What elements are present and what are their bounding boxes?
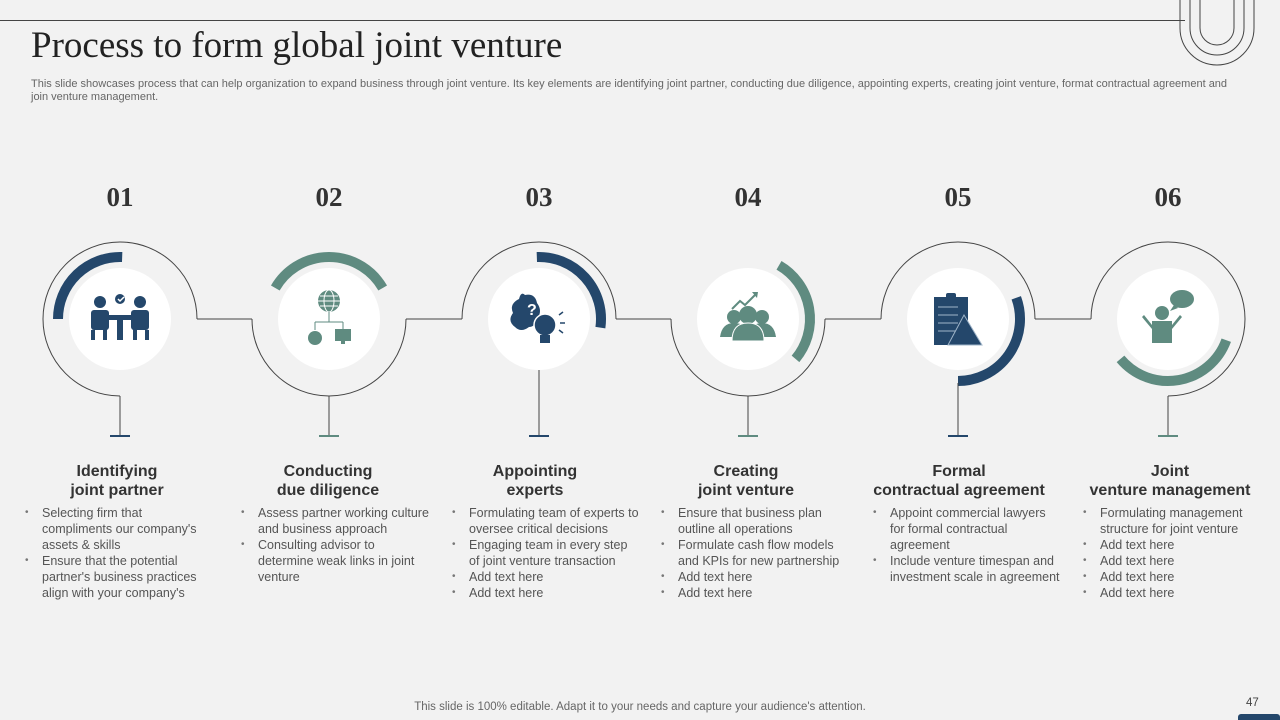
step-heading-line1: Appointing	[492, 463, 578, 480]
top-divider	[0, 20, 1185, 21]
bullet-item: Ensure that the potential partner's busi…	[25, 553, 214, 601]
step-heading-line2: joint partner	[70, 482, 164, 499]
step-heading-line1: Identifying	[76, 463, 158, 480]
bullet-item: Add text here	[1083, 537, 1272, 553]
page-title: Process to form global joint venture	[31, 25, 563, 66]
bullet-item: Appoint commercial lawyers for formal co…	[873, 505, 1062, 553]
step-bullets: Appoint commercial lawyers for formal co…	[872, 505, 1062, 585]
speaking-person-icon	[1142, 290, 1194, 343]
progress-accent-arc	[1116, 338, 1231, 386]
step-heading-line1: Joint	[1150, 463, 1190, 480]
bullet-item: Ensure that business plan outline all op…	[661, 505, 850, 537]
page-number: 47	[1246, 697, 1259, 709]
bullet-item: Include venture timespan and investment …	[873, 553, 1062, 585]
bullet-item: Add text here	[661, 585, 850, 601]
step-heading: Formal contractual agreement	[859, 462, 1059, 500]
step-heading: Creating joint venture	[646, 462, 846, 500]
bullet-item: Formulate cash flow models and KPIs for …	[661, 537, 850, 569]
clipboard-icon	[934, 293, 983, 346]
decorative-loops-icon	[1179, 0, 1255, 66]
step-number: 06	[1154, 182, 1182, 212]
page-indicator-bar	[1238, 714, 1280, 720]
step-heading-line2: venture management	[1089, 482, 1251, 499]
step-heading-line2: contractual agreement	[873, 482, 1045, 499]
footer-note: This slide is 100% editable. Adapt it to…	[414, 701, 866, 713]
bullet-item: Assess partner working culture and busin…	[241, 505, 430, 537]
step-number: 05	[944, 182, 972, 212]
step-heading: Conducting due diligence	[228, 462, 428, 500]
step-number: 02	[315, 182, 343, 212]
bullet-item: Consulting advisor to determine weak lin…	[241, 537, 430, 585]
step-heading-line2: experts	[506, 482, 564, 499]
progress-accent-arc	[53, 252, 123, 320]
bullet-item: Formulating management structure for joi…	[1083, 505, 1272, 537]
step-heading-line1: Creating	[713, 463, 779, 480]
meeting-icon	[91, 294, 149, 340]
page-description: This slide showcases process that can he…	[31, 78, 1228, 103]
step-bullets: Assess partner working culture and busin…	[240, 505, 430, 585]
step-heading-line2: joint venture	[697, 482, 794, 499]
outer-ring-arc	[461, 241, 617, 320]
step-bullets: Formulating team of experts to oversee c…	[451, 505, 641, 601]
progress-accent-arc	[270, 252, 388, 291]
step-bullets: Selecting firm that compliments our comp…	[24, 505, 214, 601]
outer-ring-arc	[880, 241, 1036, 320]
progress-accent-arc	[957, 296, 1025, 386]
progress-accent-arc	[536, 252, 606, 329]
step-bullets: Formulating management structure for joi…	[1082, 505, 1272, 601]
team-growth-icon	[720, 292, 776, 342]
bullet-item: Selecting firm that compliments our comp…	[25, 505, 214, 553]
icon-circle	[1117, 268, 1219, 370]
bullet-item: Add text here	[1083, 585, 1272, 601]
svg-text:?: ?	[527, 302, 537, 319]
bullet-item: Add text here	[452, 585, 641, 601]
bullet-item: Engaging team in every step of joint ven…	[452, 537, 641, 569]
outer-ring-arc	[1090, 241, 1246, 397]
step-heading-line1: Formal	[932, 463, 986, 480]
bullet-item: Add text here	[452, 569, 641, 585]
step-number: 03	[525, 182, 553, 212]
bullet-item: Formulating team of experts to oversee c…	[452, 505, 641, 537]
progress-accent-arc	[776, 260, 815, 363]
bullet-item: Add text here	[1083, 553, 1272, 569]
step-heading-line2: due diligence	[276, 482, 380, 499]
brain-bulb-icon: ?	[510, 293, 565, 343]
network-globe-icon	[308, 289, 351, 345]
bullet-item: Add text here	[1083, 569, 1272, 585]
step-number: 01	[106, 182, 134, 212]
step-bullets: Ensure that business plan outline all op…	[660, 505, 850, 601]
step-heading-line1: Conducting	[283, 463, 373, 480]
step-heading: Appointing experts	[435, 462, 635, 500]
step-number: 04	[734, 182, 762, 212]
bullet-item: Add text here	[661, 569, 850, 585]
step-heading: Identifying joint partner	[17, 462, 217, 500]
outer-ring-arc	[42, 241, 198, 397]
step-heading: Joint venture management	[1070, 462, 1270, 500]
